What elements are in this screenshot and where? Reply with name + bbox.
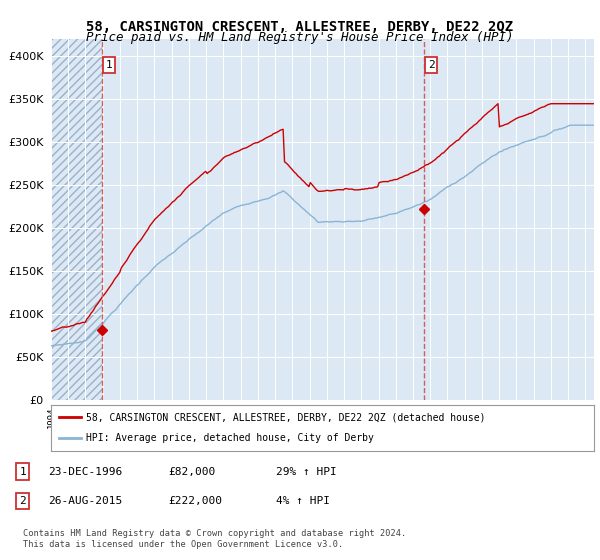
Text: HPI: Average price, detached house, City of Derby: HPI: Average price, detached house, City…: [86, 433, 374, 444]
Text: 1: 1: [19, 466, 26, 477]
Text: £82,000: £82,000: [168, 466, 215, 477]
Text: 1: 1: [106, 60, 112, 70]
Text: 58, CARSINGTON CRESCENT, ALLESTREE, DERBY, DE22 2QZ (detached house): 58, CARSINGTON CRESCENT, ALLESTREE, DERB…: [86, 412, 486, 422]
Text: 29% ↑ HPI: 29% ↑ HPI: [276, 466, 337, 477]
Text: 2: 2: [19, 496, 26, 506]
Bar: [51, 39, 102, 400]
Text: Price paid vs. HM Land Registry's House Price Index (HPI): Price paid vs. HM Land Registry's House …: [86, 31, 514, 44]
Text: 2: 2: [428, 60, 434, 70]
Text: 26-AUG-2015: 26-AUG-2015: [48, 496, 122, 506]
Text: £222,000: £222,000: [168, 496, 222, 506]
Text: 4% ↑ HPI: 4% ↑ HPI: [276, 496, 330, 506]
Text: Contains HM Land Registry data © Crown copyright and database right 2024.
This d: Contains HM Land Registry data © Crown c…: [23, 529, 406, 549]
Text: 23-DEC-1996: 23-DEC-1996: [48, 466, 122, 477]
Text: 58, CARSINGTON CRESCENT, ALLESTREE, DERBY, DE22 2QZ: 58, CARSINGTON CRESCENT, ALLESTREE, DERB…: [86, 20, 514, 34]
